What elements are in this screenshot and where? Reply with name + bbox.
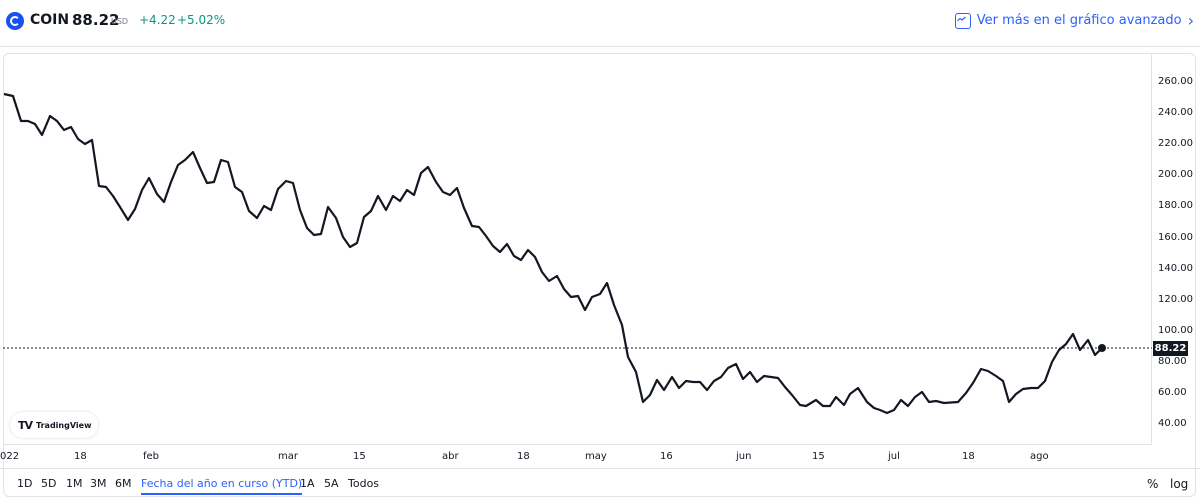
- time-tick: 18: [74, 451, 87, 462]
- chevron-right-icon: ›: [1187, 11, 1194, 30]
- currency: USD: [111, 17, 129, 26]
- range-6m[interactable]: 6M: [115, 477, 132, 490]
- price-tick: 180.00: [1158, 200, 1193, 212]
- price-tick: 200.00: [1158, 169, 1193, 181]
- price-tick: 100.00: [1158, 324, 1193, 336]
- plot-area[interactable]: [3, 53, 1152, 445]
- price-change: +4.22: [139, 13, 176, 27]
- tradingview-logo-icon: TV: [18, 418, 33, 432]
- time-tick: 16: [660, 451, 673, 462]
- range-1m[interactable]: 1M: [66, 477, 83, 490]
- range-ytd[interactable]: Fecha del año en curso (YTD): [141, 477, 303, 495]
- time-tick: ago: [1030, 451, 1049, 462]
- range-3m[interactable]: 3M: [90, 477, 107, 490]
- time-tick: 18: [962, 451, 975, 462]
- price-tick: 260.00: [1158, 76, 1193, 87]
- price-tick: 160.00: [1158, 231, 1193, 243]
- price-tick: 240.00: [1158, 107, 1193, 119]
- log-scale-toggle[interactable]: log: [1170, 477, 1189, 491]
- range-1a[interactable]: 1A: [300, 477, 315, 490]
- last-price: 88.22: [72, 11, 120, 29]
- time-tick: abr: [442, 451, 459, 462]
- header: COIN 88.22 USD +4.22 +5.02% Ver más en e…: [0, 0, 1200, 47]
- range-5d[interactable]: 5D: [41, 477, 57, 490]
- range-todos[interactable]: Todos: [348, 477, 380, 490]
- symbol: COIN: [30, 12, 70, 28]
- range-5a[interactable]: 5A: [324, 477, 339, 490]
- tradingview-watermark[interactable]: TV TradingView: [10, 412, 98, 438]
- coinbase-logo-icon: [6, 12, 24, 30]
- time-tick: may: [585, 451, 607, 462]
- advanced-chart-link[interactable]: Ver más en el gráfico avanzado ›: [954, 11, 1194, 30]
- advanced-chart-label: Ver más en el gráfico avanzado: [976, 13, 1182, 28]
- time-tick: 15: [812, 451, 825, 462]
- range-1d[interactable]: 1D: [17, 477, 33, 490]
- last-price-label: 88.22: [1153, 341, 1188, 356]
- time-tick: feb: [143, 451, 160, 462]
- price-tick: 220.00: [1158, 138, 1193, 150]
- chart-line-icon: [954, 12, 971, 29]
- price-series: [3, 92, 1103, 415]
- price-tick: 80.00: [1158, 355, 1187, 367]
- time-tick: jul: [888, 451, 900, 462]
- time-tick: 022: [0, 451, 20, 462]
- time-tick: mar: [278, 451, 298, 462]
- price-tick: 120.00: [1158, 293, 1193, 305]
- price-tick: 140.00: [1158, 262, 1193, 274]
- chart-frame: [3, 53, 1196, 497]
- time-tick: 18: [517, 451, 530, 462]
- price-tick: 60.00: [1158, 387, 1187, 398]
- range-toolbar: 1D 5D 1M 3M 6M Fecha del año en curso (Y…: [0, 468, 1200, 497]
- time-tick: jun: [736, 451, 752, 462]
- price-change-percent: +5.02%: [177, 13, 226, 27]
- time-tick: 15: [353, 451, 366, 462]
- tradingview-label: TradingView: [36, 420, 92, 430]
- percent-scale-toggle[interactable]: %: [1147, 477, 1159, 491]
- last-point-marker: [1098, 344, 1106, 352]
- price-tick: 40.00: [1158, 418, 1187, 430]
